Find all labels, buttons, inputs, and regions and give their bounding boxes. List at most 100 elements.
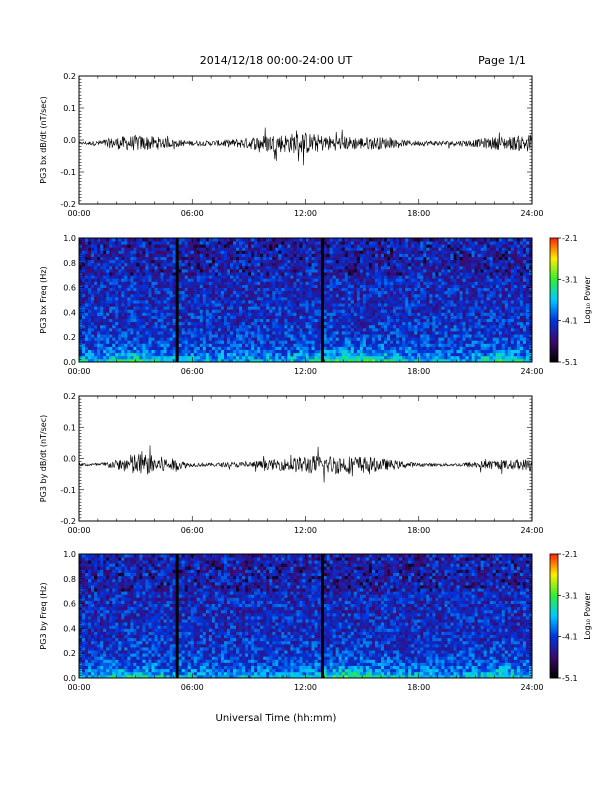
- spectrogram-cell: [154, 293, 158, 298]
- spectrogram-cell: [393, 253, 397, 257]
- spectrogram-cell: [178, 306, 183, 310]
- spectrogram-cell: [302, 293, 306, 298]
- spectrogram-cell: [118, 293, 122, 298]
- spectrogram-cell: [163, 355, 167, 360]
- spectrogram-cell: [139, 346, 143, 350]
- spectrogram-cell: [178, 293, 183, 298]
- spectrogram-cell: [408, 296, 412, 301]
- spectrogram-cell: [142, 253, 146, 257]
- spectrogram-cell: [296, 287, 300, 292]
- spectrogram-cell: [260, 306, 264, 310]
- spectrogram-cell: [405, 349, 409, 354]
- spectrogram-cell: [362, 265, 367, 270]
- spectrogram-cell: [353, 244, 358, 248]
- spectrogram-cell: [133, 315, 137, 319]
- spectrogram-cell: [426, 253, 430, 257]
- spectrogram-cell: [365, 355, 370, 360]
- spectrogram-cell: [226, 300, 231, 304]
- spectrogram-cell: [248, 300, 252, 304]
- spectrogram-cell: [402, 318, 406, 323]
- spectrogram-cell: [124, 346, 128, 350]
- spectrogram-cell: [254, 238, 258, 242]
- spectrogram-cell: [296, 327, 300, 332]
- spectrogram-cell: [275, 334, 279, 338]
- spectrogram-cell: [148, 284, 152, 288]
- spectrogram-cell: [169, 253, 174, 257]
- spectrogram-cell: [220, 337, 225, 341]
- spectrogram-cell: [91, 337, 95, 341]
- spectrogram-cell: [100, 331, 104, 335]
- spectrogram-cell: [326, 306, 331, 310]
- spectrogram-cell: [374, 293, 379, 298]
- spectrogram-cell: [377, 340, 382, 344]
- spectrogram-cell: [323, 269, 328, 273]
- spectrogram-cell: [396, 355, 400, 360]
- spectrogram-cell: [205, 293, 210, 298]
- spectrogram-cell: [353, 358, 358, 363]
- spectrogram-cell: [426, 321, 430, 326]
- spectrogram-cell: [151, 253, 155, 257]
- spectrogram-cell: [214, 262, 219, 267]
- spectrogram-cell: [82, 250, 86, 254]
- spectrogram-cell: [311, 349, 315, 354]
- spectrogram-cell: [100, 253, 104, 257]
- spectrogram-cell: [263, 312, 267, 316]
- spectrogram-cell: [190, 309, 195, 313]
- spectrogram-cell: [151, 265, 155, 270]
- spectrogram-cell: [405, 340, 409, 344]
- spectrogram-cell: [435, 349, 439, 354]
- spectrogram-cell: [284, 256, 288, 261]
- spectrogram-cell: [308, 358, 312, 363]
- spectrogram-cell: [133, 247, 137, 251]
- spectrogram-cell: [278, 324, 282, 329]
- spectrogram-cell: [245, 321, 249, 326]
- spectrogram-cell: [139, 327, 143, 332]
- spectrogram-cell: [121, 343, 125, 347]
- spectrogram-cell: [266, 346, 270, 350]
- spectrogram-cell: [109, 281, 113, 285]
- spectrogram-cell: [296, 318, 300, 323]
- spectrogram-cell: [139, 337, 143, 341]
- spectrogram-cell: [172, 306, 177, 310]
- spectrogram-cell: [332, 272, 337, 276]
- spectrogram-cell: [220, 265, 225, 270]
- spectrogram-cell: [396, 340, 400, 344]
- spectrogram-cell: [142, 334, 146, 338]
- spectrogram-cell: [329, 296, 334, 301]
- spectrogram-cell: [278, 334, 282, 338]
- spectrogram-cell: [254, 358, 258, 363]
- spectrogram-cell: [371, 321, 376, 326]
- spectrogram-cell: [281, 334, 285, 338]
- spectrogram-cell: [166, 334, 170, 338]
- spectrogram-cell: [226, 346, 231, 350]
- spectrogram-cell: [127, 250, 131, 254]
- spectrogram-cell: [106, 315, 110, 319]
- spectrogram-cell: [314, 312, 318, 316]
- spectrogram-cell: [390, 293, 394, 298]
- spectrogram-cell: [350, 272, 355, 276]
- spectrogram-cell: [299, 238, 303, 242]
- spectrogram-cell: [371, 278, 376, 282]
- spectrogram-cell: [381, 346, 385, 350]
- spectrogram-cell: [223, 244, 228, 248]
- spectrogram-cell: [145, 238, 149, 242]
- spectrogram-cell: [423, 327, 427, 332]
- spectrogram-cell: [199, 318, 204, 323]
- spectrogram-cell: [127, 315, 131, 319]
- spectrogram-cell: [344, 259, 349, 264]
- spectrogram-cell: [118, 281, 122, 285]
- spectrogram-cell: [166, 244, 170, 248]
- spectrogram-cell: [178, 241, 183, 245]
- spectrogram-cell: [405, 315, 409, 319]
- spectrogram-cell: [121, 346, 125, 350]
- spectrogram-cell: [332, 309, 337, 313]
- spectrogram-cell: [223, 262, 228, 267]
- spectrogram-cell: [109, 337, 113, 341]
- spectrogram-cell: [82, 318, 86, 323]
- spectrogram-cell: [329, 247, 334, 251]
- spectrogram-cell: [139, 265, 143, 270]
- spectrogram-cell: [190, 337, 195, 341]
- spectrogram-cell: [202, 287, 207, 292]
- spectrogram-cell: [399, 247, 403, 251]
- spectrogram-cell: [284, 334, 288, 338]
